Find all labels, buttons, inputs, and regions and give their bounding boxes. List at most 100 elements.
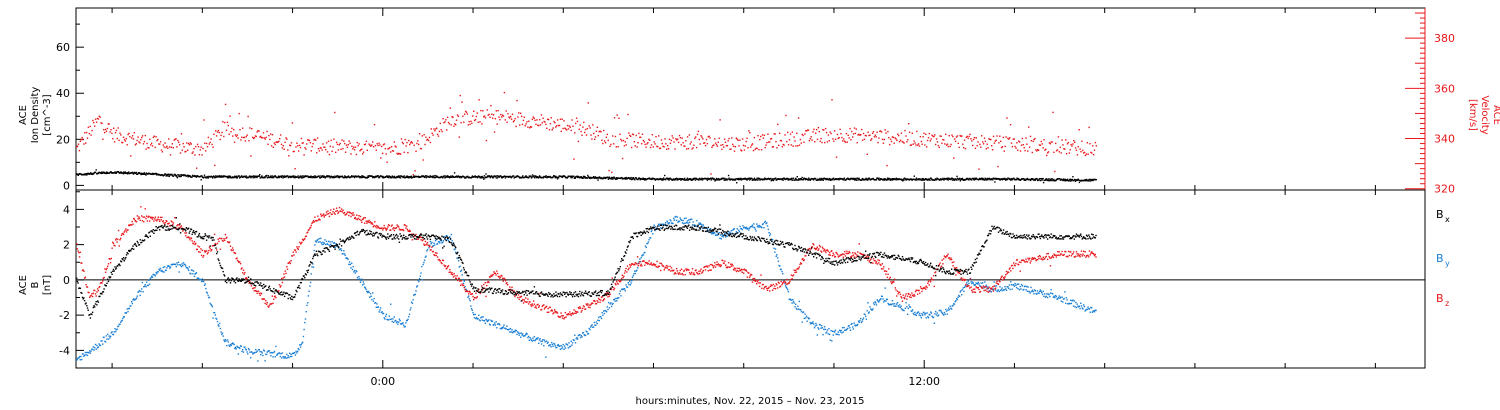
data-point-density <box>1020 179 1022 181</box>
data-point-by <box>91 348 93 350</box>
data-point-by <box>948 309 951 311</box>
data-point-bz <box>210 250 212 252</box>
data-point-by <box>539 338 541 340</box>
data-point-by <box>125 312 128 314</box>
data-point-by <box>913 313 915 316</box>
data-point-velocity <box>721 148 723 151</box>
data-point-velocity <box>84 132 86 134</box>
data-point-by <box>122 317 124 320</box>
data-point-velocity <box>1043 139 1045 141</box>
data-point-velocity <box>920 140 922 143</box>
data-point-velocity <box>729 148 731 150</box>
data-point-density <box>187 176 189 178</box>
data-point-velocity <box>741 150 743 152</box>
data-point-density <box>425 175 427 177</box>
data-point-bz <box>262 298 264 300</box>
data-point-density <box>512 175 515 177</box>
data-point-by <box>538 342 540 344</box>
data-point-density <box>787 179 789 181</box>
data-point-by <box>718 232 720 234</box>
data-point-density <box>122 173 124 175</box>
data-point-velocity <box>1083 151 1086 154</box>
data-point-velocity <box>511 113 514 115</box>
data-point-velocity <box>926 139 929 142</box>
data-point-by <box>1073 300 1075 302</box>
data-point-by <box>774 251 776 253</box>
data-point-density <box>940 178 942 180</box>
data-point-by <box>838 334 840 336</box>
data-point-by <box>486 320 489 323</box>
data-point-bz <box>133 218 136 220</box>
data-point-by <box>698 222 700 224</box>
data-point-density <box>280 176 283 179</box>
data-point-by <box>923 312 925 314</box>
data-point-density <box>474 175 476 177</box>
data-point-bz <box>301 238 304 241</box>
data-point-velocity <box>338 144 340 146</box>
data-point-by <box>1020 288 1022 290</box>
data-point-by <box>909 306 912 308</box>
data-point-velocity <box>301 142 303 144</box>
data-point-velocity <box>377 144 379 147</box>
data-point-by <box>766 222 768 224</box>
data-point-by <box>322 243 325 245</box>
data-point-velocity <box>719 119 721 121</box>
top-panel-frame <box>75 7 1426 191</box>
data-point-velocity <box>860 134 862 136</box>
data-point-by <box>935 314 938 316</box>
data-point-by <box>841 327 844 329</box>
data-point-velocity <box>662 145 664 148</box>
data-point-bz <box>380 227 382 230</box>
data-point-by <box>781 270 783 273</box>
data-point-density <box>587 174 589 177</box>
data-point-by <box>1004 286 1006 288</box>
data-point-density <box>772 179 775 182</box>
data-point-by <box>927 317 930 319</box>
data-point-density <box>360 176 362 178</box>
data-point-velocity <box>121 141 123 144</box>
data-point-by <box>258 349 260 351</box>
data-point-by <box>914 311 916 314</box>
data-point-by <box>184 263 186 266</box>
data-point-by <box>327 240 330 243</box>
data-point-bz <box>117 238 119 241</box>
data-point-velocity <box>621 140 623 142</box>
data-point-bz <box>364 222 366 224</box>
data-point-by <box>247 347 250 350</box>
data-point-velocity <box>215 130 217 132</box>
data-point-by <box>1030 286 1032 289</box>
data-point-by <box>482 316 484 318</box>
data-point-by <box>530 338 532 340</box>
data-point-by <box>354 272 356 274</box>
data-point-by <box>992 288 995 290</box>
data-point-by <box>349 263 351 266</box>
data-point-velocity <box>1076 154 1079 156</box>
data-point-density <box>367 176 370 178</box>
data-point-by <box>618 297 620 299</box>
data-point-by <box>149 278 151 280</box>
data-point-density <box>624 177 626 179</box>
data-point-velocity <box>286 138 288 140</box>
data-point-by <box>390 303 392 305</box>
data-point-by <box>86 351 88 354</box>
data-point-velocity <box>868 134 870 137</box>
data-point-by <box>700 223 702 225</box>
data-point-density <box>613 176 615 179</box>
data-point-by <box>84 351 87 354</box>
data-point-velocity <box>686 148 688 150</box>
data-point-velocity <box>884 129 886 131</box>
data-point-velocity <box>863 138 866 140</box>
data-point-velocity <box>304 147 306 149</box>
data-point-velocity <box>1021 137 1024 140</box>
data-point-velocity <box>256 131 258 133</box>
data-point-by <box>414 293 416 296</box>
data-point-by <box>796 308 798 311</box>
data-point-velocity <box>1001 146 1004 148</box>
data-point-by <box>834 329 837 331</box>
data-point-by <box>499 324 501 326</box>
data-point-by <box>785 286 787 288</box>
data-point-density <box>972 177 974 180</box>
data-point-velocity <box>548 129 551 131</box>
data-point-by <box>344 254 346 257</box>
data-point-density <box>386 175 388 177</box>
